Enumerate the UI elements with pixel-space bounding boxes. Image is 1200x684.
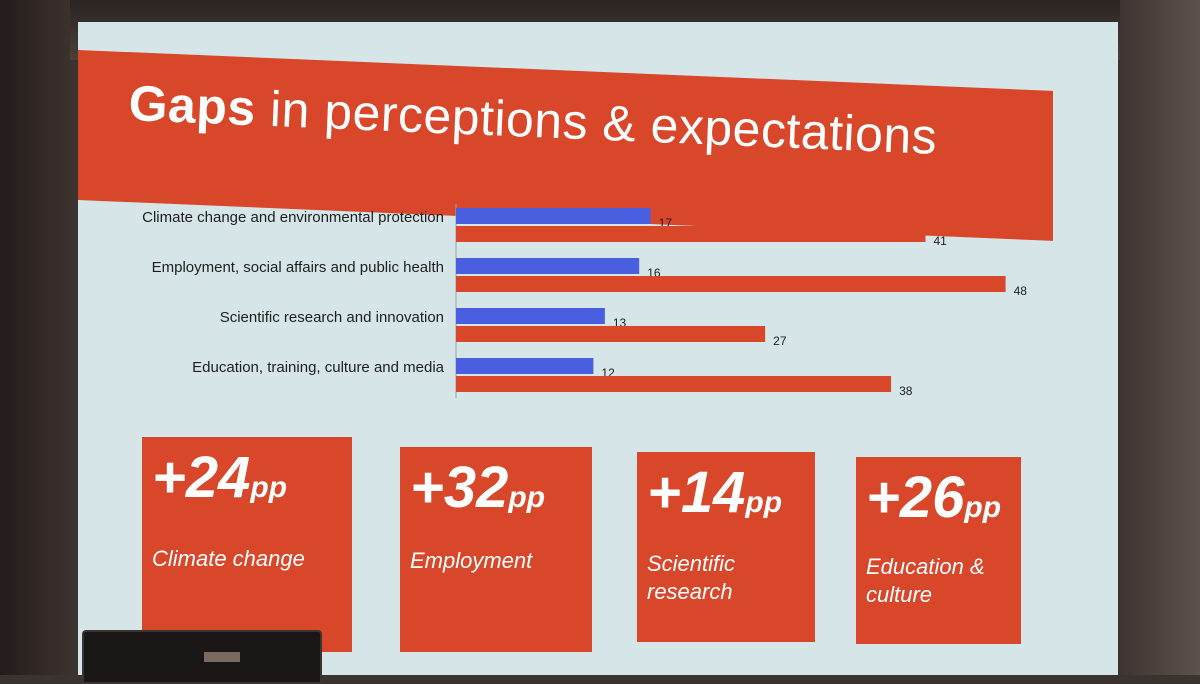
bar: [456, 258, 640, 274]
category-label: Scientific research and innovation: [220, 309, 444, 326]
category-label: Climate change and environmental protect…: [142, 209, 444, 226]
gap-label: Scientific research: [647, 551, 736, 604]
gap-label: Climate change: [152, 546, 305, 571]
gap-value: +26pp: [866, 465, 1002, 530]
room-wall-left: [0, 0, 70, 675]
bar-value-label: 38: [899, 384, 913, 398]
gap-value: +24pp: [152, 445, 288, 510]
projected-slide: Gaps in perceptions & expectations Clima…: [78, 22, 1118, 675]
bar: [456, 308, 605, 324]
bar-value-label: 27: [773, 334, 787, 348]
bar-value-label: 41: [933, 234, 947, 248]
bar-chart: Climate change and environmental protect…: [142, 204, 1028, 398]
bar: [456, 326, 766, 342]
gap-unit: pp: [250, 471, 288, 504]
gap-unit: pp: [745, 486, 783, 519]
gap-box-climate: +24pp Climate change: [142, 437, 352, 652]
category-label: Employment, social affairs and public he…: [152, 259, 444, 276]
bar: [456, 208, 651, 224]
bar: [456, 226, 926, 242]
gap-value: +14pp: [647, 460, 783, 525]
gap-label: Employment: [410, 548, 533, 573]
laptop-logo: [204, 652, 240, 662]
bar: [456, 358, 594, 374]
bar: [456, 276, 1006, 292]
gap-label: Education & culture: [866, 554, 985, 607]
gap-unit: pp: [964, 491, 1002, 524]
gap-value: +32pp: [410, 455, 546, 520]
category-label: Education, training, culture and media: [192, 359, 444, 376]
bar-value-label: 48: [1014, 284, 1028, 298]
gap-unit: pp: [508, 481, 546, 514]
gap-box-education: +26pp Education & culture: [856, 457, 1021, 644]
gap-box-employment: +32pp Employment: [400, 447, 592, 652]
bar: [456, 376, 892, 392]
laptop: [82, 630, 322, 684]
gap-box-research: +14pp Scientific research: [637, 452, 815, 642]
room-wall-right: [1120, 0, 1200, 675]
